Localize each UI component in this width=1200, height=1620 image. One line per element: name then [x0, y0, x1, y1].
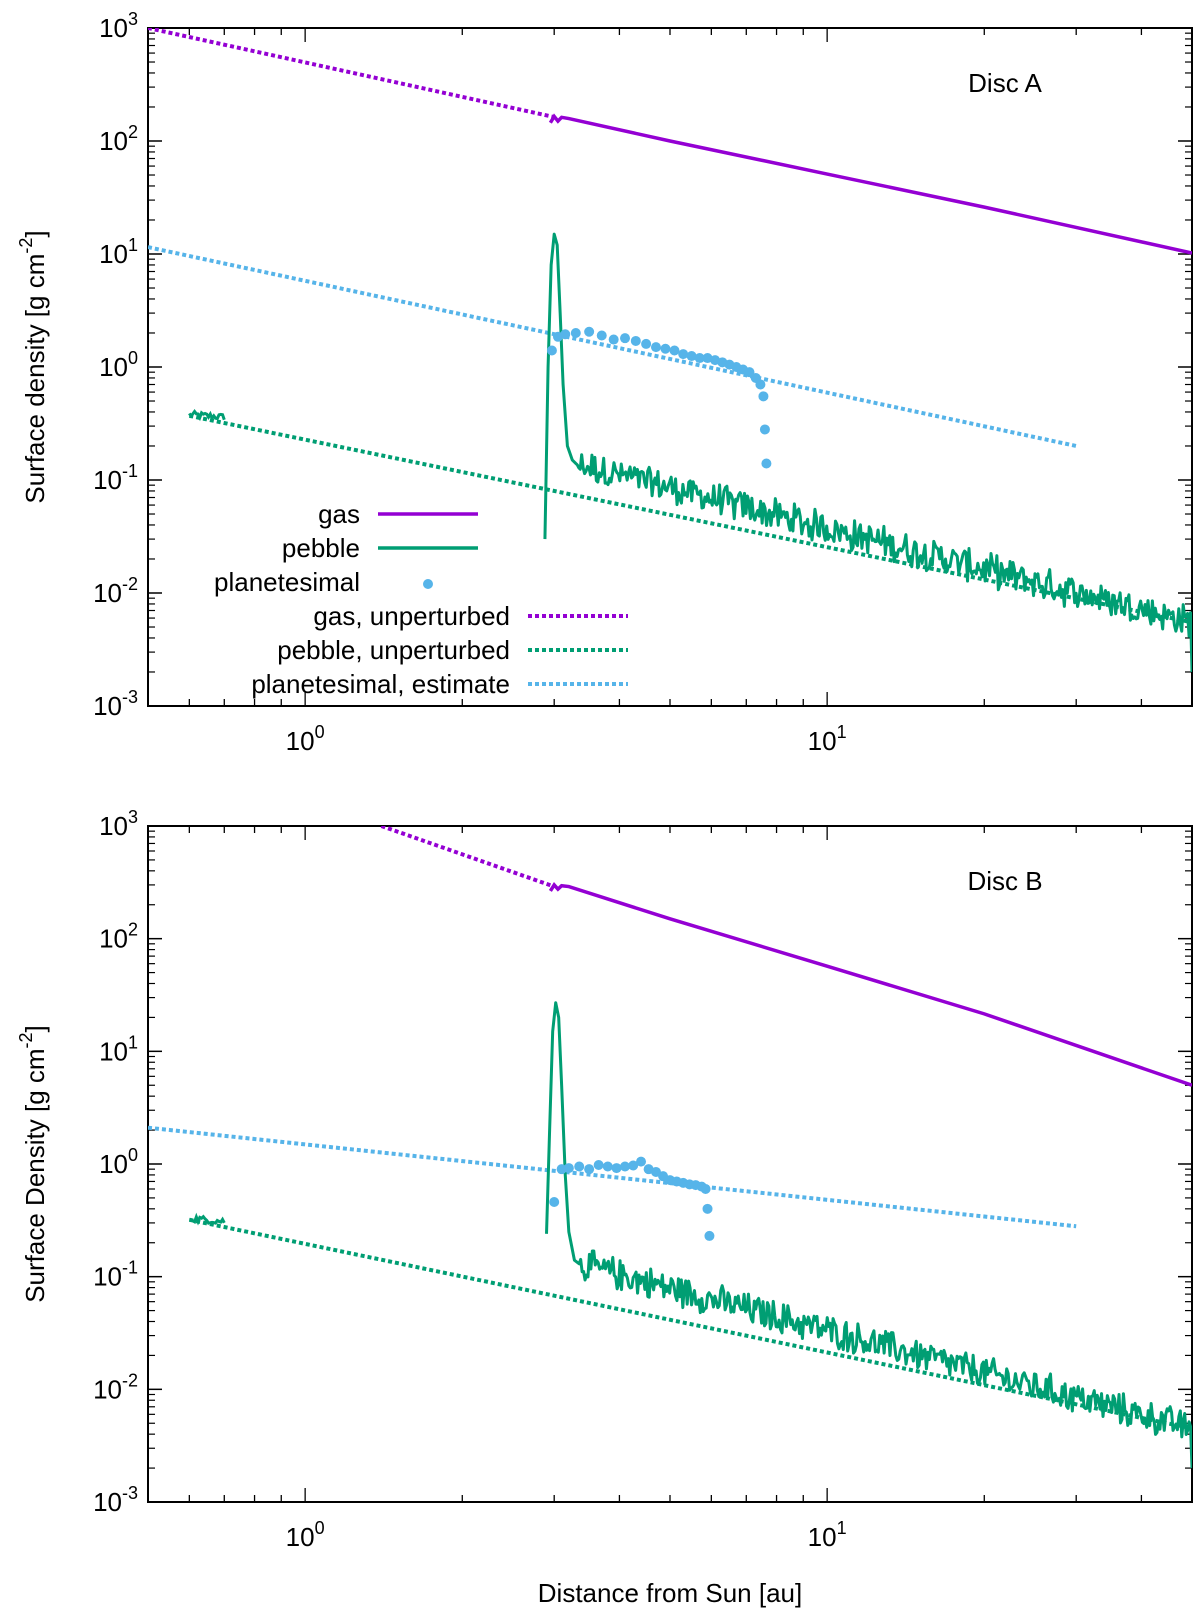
y-tick-label: 10-2 [93, 574, 138, 608]
planetesimal-estimate-line [148, 245, 1077, 448]
planetesimal-point [620, 1161, 631, 1172]
planetesimal-point [574, 1161, 585, 1172]
planetesimal-point [611, 1163, 622, 1174]
planetesimal-point [620, 333, 631, 344]
legend-label: pebble [282, 533, 360, 563]
planetesimal-point [596, 330, 607, 341]
planetesimal-point [660, 343, 671, 354]
series-group [148, 826, 1192, 1469]
gas-unperturbed-line [148, 28, 555, 119]
y-tick-label: 10-1 [93, 461, 138, 495]
planetesimal-point [694, 353, 705, 364]
legend: gas pebble planetesimal gas, unperturbed peb… [214, 499, 628, 699]
planetesimal-estimate-line [148, 1125, 1077, 1229]
y-tick-label: 10-1 [93, 1258, 138, 1292]
planetesimal-point [755, 379, 766, 390]
planetesimal-point [700, 1183, 711, 1194]
planetesimal-point [758, 391, 769, 402]
planetesimal-point [761, 458, 772, 469]
y-axis-title: Surface density [g cm-2] [16, 230, 50, 503]
y-axis-title: Surface Density [g cm-2] [16, 1025, 50, 1303]
gas-unperturbed-line [380, 826, 555, 889]
planetesimal-point [641, 338, 652, 349]
pebble-line [545, 1001, 1192, 1469]
planetesimal-point [669, 345, 680, 356]
planetesimal-point [602, 1161, 613, 1172]
planetesimal-point [678, 349, 689, 360]
plot-frame [147, 27, 1193, 707]
pebble-unperturbed-line [188, 413, 1192, 625]
planetesimal-point [608, 334, 619, 345]
y-tick-label: 10-3 [93, 687, 138, 721]
pebble-inner-line [188, 409, 226, 422]
planetesimal-point [563, 1163, 574, 1174]
planetesimal-point [546, 345, 557, 356]
planetesimal-point [704, 1230, 715, 1241]
legend-label: gas [318, 499, 360, 529]
legend-label: planetesimal, estimate [251, 669, 510, 699]
pebble-inner-line [189, 1212, 226, 1226]
chart-panel-2: 10-3 10-2 10-1 100 101 102 103 100 101 Surface De… [16, 807, 1193, 1608]
planetesimal-point [549, 1196, 560, 1207]
x-tick-label: 100 [286, 722, 325, 756]
planetesimal-point [560, 329, 571, 340]
planetesimal-point [702, 353, 713, 364]
planetesimal-point [593, 1159, 604, 1170]
gas-line [548, 113, 1192, 255]
planetesimal-point [628, 1160, 639, 1171]
y-tick-label: 101 [99, 1032, 138, 1066]
x-tick-label: 101 [808, 1518, 847, 1552]
planetesimal-point [744, 367, 755, 378]
pebble-unperturbed-line [188, 1217, 1192, 1431]
x-tick-label: 101 [808, 722, 847, 756]
y-tick-label: 103 [99, 807, 138, 841]
planetesimal-point [702, 1203, 713, 1214]
planetesimal-point [584, 1164, 595, 1175]
x-axis-title: Distance from Sun [au] [538, 1578, 802, 1608]
y-tick-label: 100 [99, 348, 138, 382]
planetesimal-point [650, 342, 661, 353]
planetesimal-point [636, 1156, 647, 1167]
legend-label: gas, unperturbed [313, 601, 510, 631]
series-group [148, 28, 1192, 673]
y-tick-label: 102 [99, 920, 138, 954]
legend-label: pebble, unperturbed [277, 635, 510, 665]
gas-line [548, 881, 1192, 1087]
y-tick-label: 10-2 [93, 1370, 138, 1404]
panel-label: Disc A [968, 68, 1042, 98]
planetesimal-point [686, 351, 697, 362]
panel-label: Disc B [967, 866, 1042, 896]
plot-frame [147, 825, 1193, 1503]
pebble-line [543, 232, 1192, 673]
y-tick-label: 101 [99, 235, 138, 269]
legend-symbol [423, 579, 433, 589]
y-tick-label: 102 [99, 122, 138, 156]
y-tick-label: 100 [99, 1145, 138, 1179]
legend-label: planetesimal [214, 567, 360, 597]
y-tick-label: 10-3 [93, 1483, 138, 1517]
x-tick-label: 100 [286, 1518, 325, 1552]
y-tick-label: 103 [99, 9, 138, 43]
planetesimal-point [630, 335, 641, 346]
planetesimal-point [759, 424, 770, 435]
planetesimal-point [584, 326, 595, 337]
planetesimal-point [570, 327, 581, 338]
chart-panel-1: 10-3 10-2 10-1 100 101 102 103 100 101 Surface de… [16, 9, 1193, 756]
